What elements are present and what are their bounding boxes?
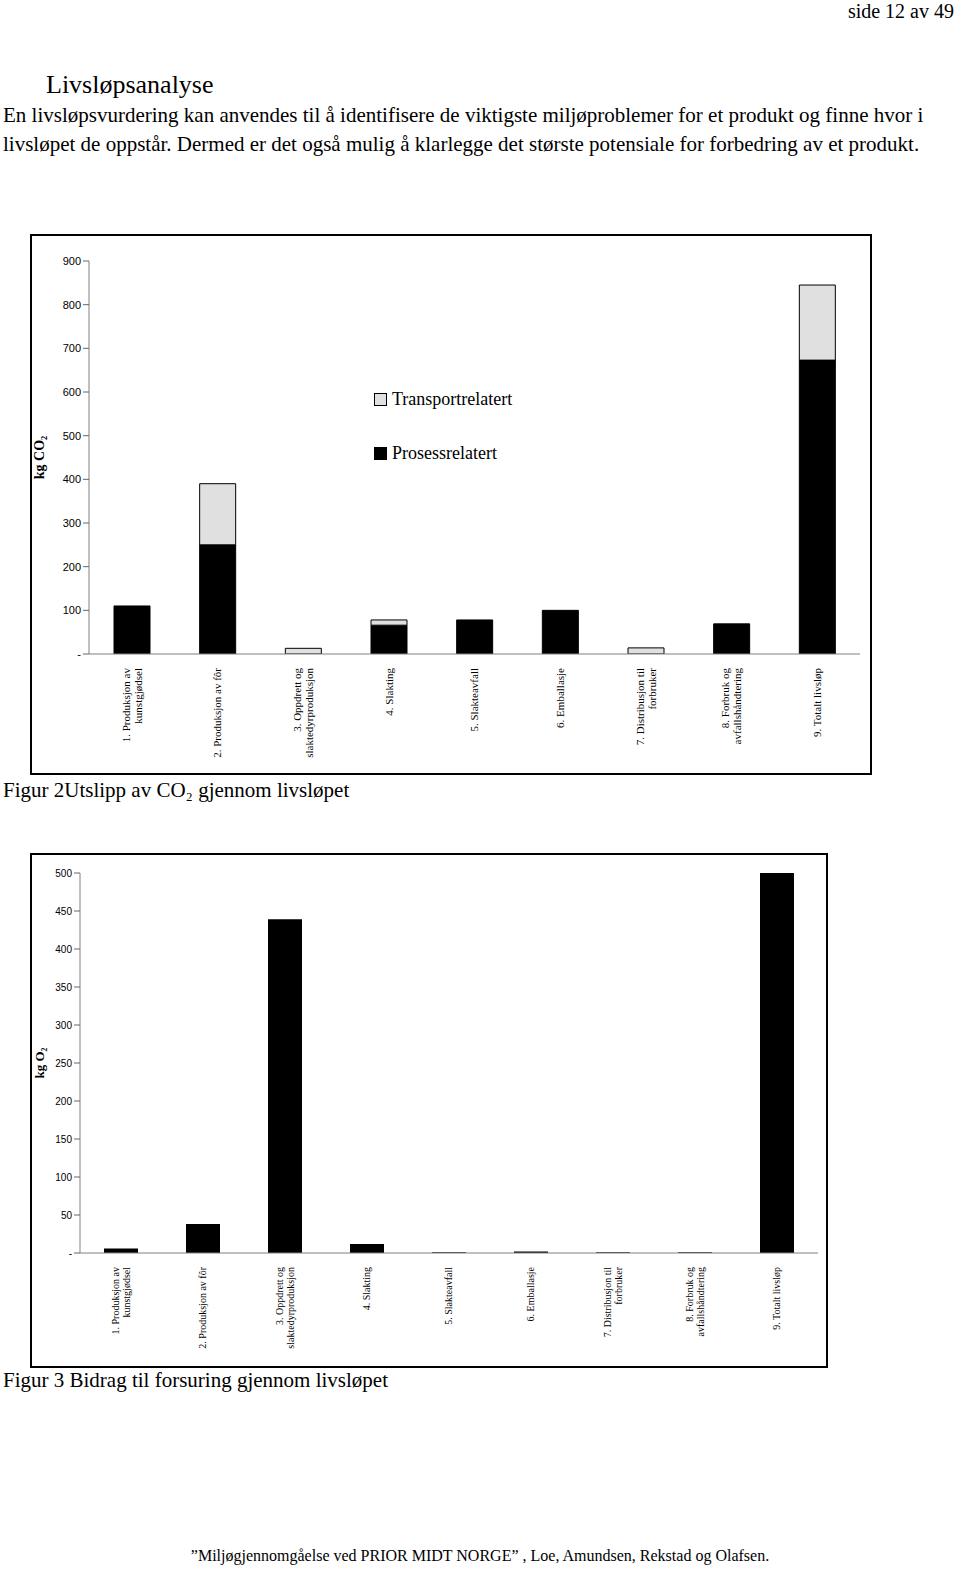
svg-text:100: 100 [55, 1172, 72, 1183]
html-text:Transportrelatert: Transportrelatert [392, 388, 513, 409]
svg-text:6. Emballasje: 6. Emballasje [554, 668, 566, 728]
svg-text:1. Produksjon avkunstgjødsel: 1. Produksjon avkunstgjødsel [110, 1267, 132, 1335]
svg-text:600: 600 [63, 386, 81, 398]
html-text:side 12 av 49: side 12 av 49 [847, 0, 954, 22]
svg-text:7. Distribusjon tilforbruker: 7. Distribusjon tilforbruker [602, 1266, 624, 1337]
svg-text:1. Produksjon avkunstgjødsel: 1. Produksjon avkunstgjødsel [120, 668, 144, 743]
svg-text:8. Forbruk ogavfallshåndtering: 8. Forbruk ogavfallshåndtering [684, 1267, 706, 1336]
html-text:Figur 2Utslipp av CO₂ gjennom: Figur 2Utslipp av CO₂ gjennom livsløpet [3, 778, 350, 802]
svg-text:400: 400 [63, 473, 81, 485]
svg-text:2. Produksjon av fôr: 2. Produksjon av fôr [211, 668, 223, 758]
svg-text:100: 100 [63, 604, 81, 616]
svg-text:-: - [69, 1248, 72, 1259]
html-text:En livsløpsvurdering kan anven: En livsløpsvurdering kan anvendes til å … [3, 103, 924, 156]
svg-text:450: 450 [55, 906, 72, 917]
svg-text:kg O₂: kg O₂ [32, 1047, 47, 1078]
svg-text:kg CO₂: kg CO₂ [32, 436, 47, 479]
svg-text:5. Slakteavfall: 5. Slakteavfall [468, 668, 480, 732]
svg-text:5. Slakteavfall: 5. Slakteavfall [443, 1267, 454, 1325]
svg-text:50: 50 [61, 1210, 73, 1221]
svg-text:350: 350 [55, 982, 72, 993]
svg-text:4. Slakting: 4. Slakting [361, 1267, 372, 1310]
svg-text:300: 300 [55, 1020, 72, 1031]
svg-text:8. Forbruk ogavfallshåndtering: 8. Forbruk ogavfallshåndtering [719, 668, 743, 745]
svg-text:3. Oppdrett ogslaktedyrproduks: 3. Oppdrett ogslaktedyrproduksjon [274, 1267, 296, 1349]
html-text:Prosessrelatert: Prosessrelatert [392, 442, 497, 463]
svg-text:250: 250 [55, 1058, 72, 1069]
svg-text:500: 500 [63, 430, 81, 442]
svg-text:3. Oppdrett ogslaktedyrproduks: 3. Oppdrett ogslaktedyrproduksjon [291, 668, 315, 758]
svg-text:7. Distribusjon tilforbruker: 7. Distribusjon tilforbruker [634, 668, 658, 746]
svg-text:300: 300 [63, 517, 81, 529]
svg-text:9. Totalt livsløp: 9. Totalt livsløp [811, 668, 823, 738]
svg-text:150: 150 [55, 1134, 72, 1145]
svg-text:900: 900 [63, 255, 81, 267]
svg-text:400: 400 [55, 944, 72, 955]
html-text:Figur 3 Bidrag til forsuring g: Figur 3 Bidrag til forsuring gjennom liv… [3, 1368, 388, 1392]
svg-text:4. Slakting: 4. Slakting [383, 668, 395, 716]
svg-text:200: 200 [55, 1096, 72, 1107]
svg-text:200: 200 [63, 561, 81, 573]
svg-text:2. Produksjon av fôr: 2. Produksjon av fôr [197, 1266, 208, 1348]
html-text:Livsløpsanalyse: Livsløpsanalyse [46, 70, 214, 99]
svg-text:9. Totalt livsløp: 9. Totalt livsløp [771, 1267, 782, 1330]
svg-text:700: 700 [63, 342, 81, 354]
svg-text:6. Emballasje: 6. Emballasje [525, 1266, 536, 1321]
svg-text:-: - [77, 648, 81, 660]
svg-text:500: 500 [55, 868, 72, 879]
html-text:”Miljøgjennomgåelse ved PRIOR: ”Miljøgjennomgåelse ved PRIOR MIDT NORGE… [190, 1547, 770, 1564]
svg-text:800: 800 [63, 299, 81, 311]
